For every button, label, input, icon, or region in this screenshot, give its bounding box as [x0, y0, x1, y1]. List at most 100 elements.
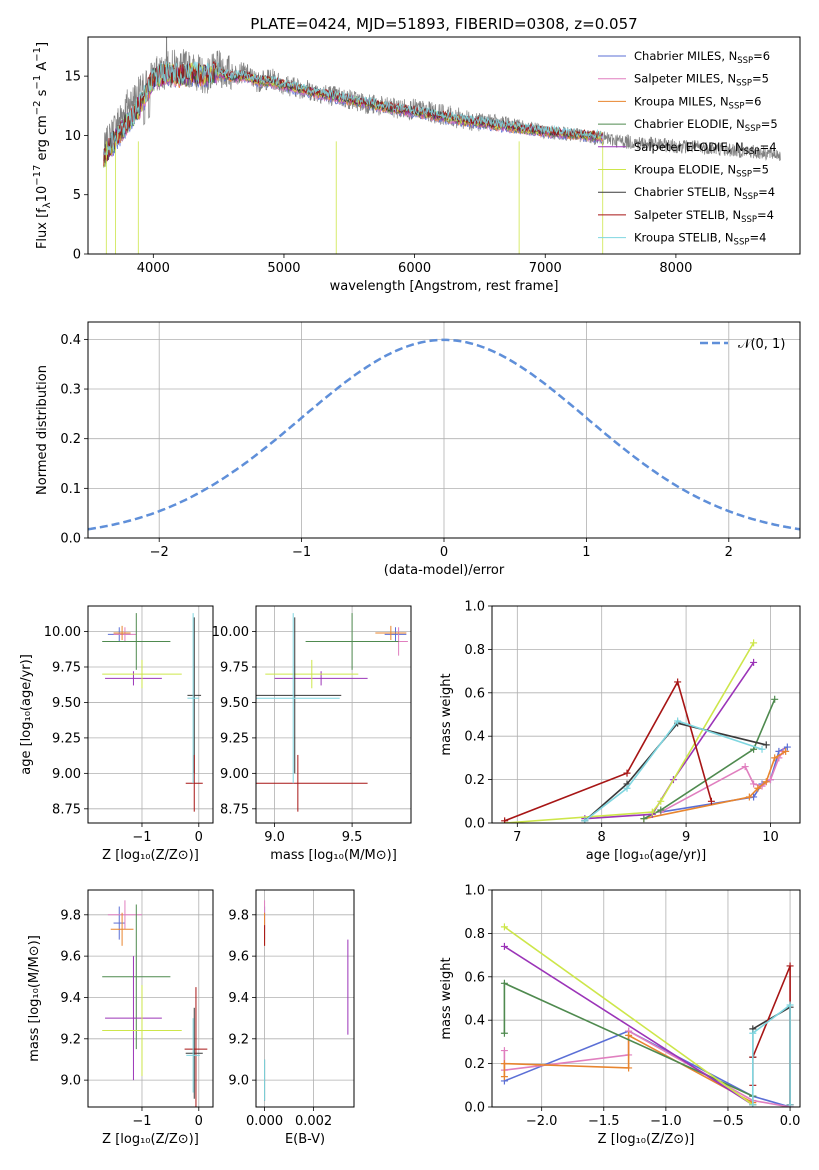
mass-vs-Z-frame	[87, 889, 214, 1108]
y-tick-label: 9.50	[220, 696, 249, 711]
mass-vs-Z-ylabel: mass [log₁₀(M/M⊙)]	[27, 935, 42, 1062]
residuals-axes	[84, 322, 800, 542]
spectrum-frame	[87, 36, 801, 255]
mass-weight-marker	[766, 776, 774, 784]
mass-weight-marker	[754, 784, 762, 792]
age-vs-Z-xlabel: Z [log₁₀(Z/Z⊙)]	[102, 848, 199, 863]
legend-count: =6	[744, 94, 761, 108]
mass-weight-line	[643, 750, 787, 820]
legend-count: =4	[749, 231, 766, 245]
y-tick-label: 0.6	[464, 970, 485, 985]
y-tick-label: 0.6	[464, 686, 485, 701]
mass-weight-marker	[762, 778, 770, 786]
mass-weight-marker	[750, 780, 758, 788]
legend-sub: SSP	[741, 215, 757, 225]
legend-label: Salpeter STELIB, NSSP=4	[634, 208, 774, 225]
mass-weight-marker	[581, 817, 589, 823]
model-spectrum-line	[103, 61, 604, 167]
legend-label: Salpeter ELODIE, NSSP=4	[634, 140, 777, 157]
legend-sub: SSP	[736, 79, 752, 89]
x-tick-label: 7000	[529, 261, 562, 276]
x-tick-label: 9.0	[264, 830, 285, 845]
x-tick-label: 8	[598, 830, 606, 845]
mass-weight-marker	[674, 717, 682, 725]
mass-weight-marker	[749, 1101, 757, 1107]
y-tick-label: 9.25	[220, 731, 249, 746]
x-tick-label: 4000	[137, 261, 170, 276]
legend-text: Kroupa STELIB, N	[634, 231, 734, 245]
mass-vs-Z-xlabel: Z [log₁₀(Z/Z⊙)]	[102, 1132, 199, 1147]
mass-weight-marker	[786, 1001, 794, 1009]
legend-label: 𝒩(0, 1)	[738, 337, 785, 352]
legend-text: Salpeter ELODIE, N	[634, 140, 744, 154]
mass-weight-marker	[783, 743, 791, 751]
y-tick-label: 9.0	[228, 1074, 249, 1089]
legend-label: Salpeter MILES, NSSP=5	[634, 72, 769, 89]
y-tick-label: 8.75	[220, 802, 249, 817]
residual-xlabel: (data-model)/error	[384, 563, 505, 578]
mass-weight-marker	[625, 1064, 633, 1072]
x-tick-label: 0.0	[780, 1114, 801, 1129]
mass-vs-Z-axes	[84, 890, 213, 1111]
mass-vs-Z-points	[102, 900, 208, 1107]
mass-weight-marker	[500, 942, 508, 950]
mass-weight-marker	[500, 1060, 508, 1068]
y-tick-label: 5	[73, 188, 81, 203]
x-tick-label: −0.5	[712, 1114, 744, 1129]
ylabel-part: 10	[35, 186, 50, 203]
legend-label: Chabrier MILES, NSSP=6	[634, 49, 770, 66]
x-tick-label: 9.5	[342, 830, 363, 845]
y-tick-label: 9.00	[52, 767, 81, 782]
legend-sub: SSP	[742, 192, 758, 202]
y-tick-label: 0.4	[464, 730, 485, 745]
normal-curve	[88, 338, 800, 531]
legend-count: =4	[760, 140, 777, 154]
figure-title: PLATE=0424, MJD=51893, FIBERID=0308, z=0…	[250, 15, 637, 33]
model-spectrum-line	[103, 61, 604, 157]
mass-weight-marker	[758, 745, 766, 753]
legend-text: Chabrier ELODIE, N	[634, 117, 745, 131]
y-tick-label: 10.00	[44, 625, 81, 640]
mass-weight-marker	[500, 1073, 508, 1081]
mass-weight-marker	[500, 923, 508, 931]
y-tick-label: 0.0	[464, 1101, 485, 1116]
mass-weight-marker	[707, 797, 715, 805]
y-tick-label: 9.2	[228, 1032, 249, 1047]
legend-label: Kroupa STELIB, NSSP=4	[634, 231, 766, 248]
ylabel-part: −17	[32, 165, 43, 186]
x-tick-label: 2	[725, 545, 733, 560]
legend-label: Kroupa MILES, NSSP=6	[634, 94, 761, 111]
mass-weight-vs-Z-frame	[491, 889, 801, 1108]
legend-label: Chabrier ELODIE, NSSP=5	[634, 117, 778, 134]
y-tick-label: 9.8	[60, 908, 81, 923]
spectrum-plot	[103, 37, 781, 254]
x-tick-label: −1	[132, 830, 151, 845]
y-tick-label: 0	[73, 248, 81, 263]
x-tick-label: 0.002	[295, 1114, 332, 1129]
legend-text: Salpeter MILES, N	[634, 72, 736, 86]
x-tick-label: 6000	[398, 261, 431, 276]
age-vs-Z-points	[102, 613, 203, 812]
age-vs-Z-frame	[87, 605, 214, 824]
x-tick-label: −2.0	[526, 1114, 558, 1129]
legend-count: =6	[753, 49, 770, 63]
legend-text: Kroupa ELODIE, N	[634, 163, 736, 177]
legend-sub: SSP	[744, 147, 760, 157]
spectrum-axes	[84, 75, 677, 258]
y-tick-label: 9.25	[52, 731, 81, 746]
y-tick-label: 9.8	[228, 908, 249, 923]
legend-sub: SSP	[736, 170, 752, 180]
y-tick-label: 15	[64, 70, 81, 85]
age-vs-mass-frame	[255, 605, 412, 824]
age-vs-mass-xlabel: mass [log₁₀(M/M⊙)]	[270, 848, 397, 863]
x-tick-label: −1.5	[588, 1114, 620, 1129]
mass-weight-marker	[623, 769, 631, 777]
y-tick-label: 9.2	[60, 1032, 81, 1047]
ylabel-part: −2	[32, 100, 43, 115]
mass-weight-marker	[500, 1047, 508, 1055]
age-vs-Z-axes	[84, 606, 213, 827]
spectrum-xlabel: wavelength [Angstrom, rest frame]	[330, 279, 559, 294]
mass-weight-line	[751, 965, 791, 1105]
mass-weight-line	[503, 926, 754, 1106]
mass-weight-marker	[640, 815, 648, 823]
